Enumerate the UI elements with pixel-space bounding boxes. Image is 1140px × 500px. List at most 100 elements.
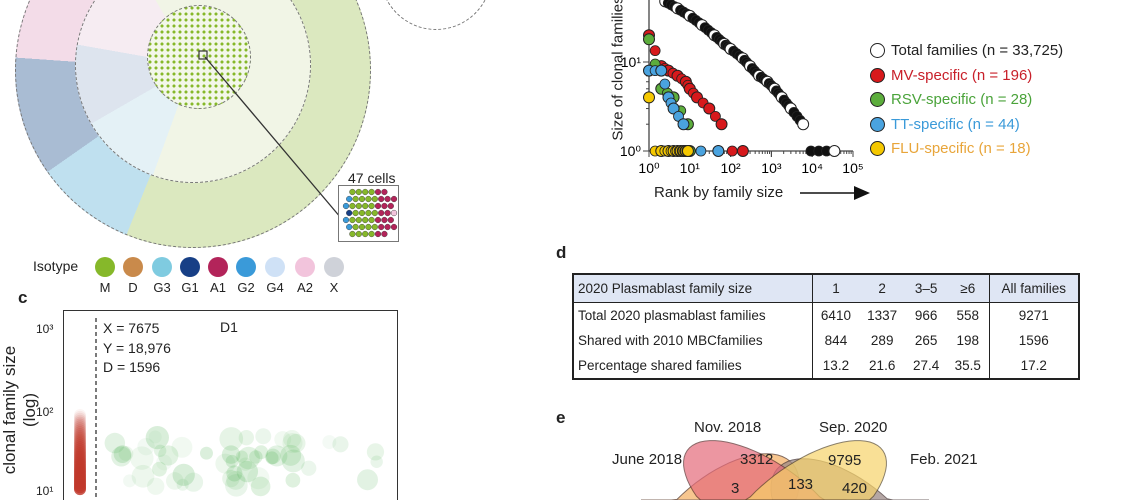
family-point	[301, 460, 317, 476]
data-point	[797, 118, 810, 131]
family-point	[74, 418, 86, 431]
stat-y: Y = 18,976	[103, 339, 171, 356]
x-tick-label: 10¹	[680, 160, 701, 176]
family-point	[145, 425, 169, 450]
x-tick-label: 10⁵	[842, 160, 863, 176]
data-point	[643, 33, 655, 46]
family-point	[74, 410, 86, 423]
venn-count: 3312	[740, 451, 774, 468]
cell-dot	[362, 188, 369, 196]
family-point	[281, 449, 305, 473]
isotype-swatch-d	[123, 257, 143, 277]
family-point	[255, 428, 272, 445]
family-point	[221, 445, 241, 464]
cell-dot	[374, 216, 382, 224]
isotype-label: G2	[237, 280, 255, 295]
table-row: Total 2020 plasmablast families 6410 133…	[573, 302, 1079, 328]
cell-dot	[358, 209, 366, 217]
panel-c-ylabel: clonal family size (log)	[0, 345, 39, 475]
family-point	[74, 426, 86, 439]
header-cell: All families	[988, 274, 1079, 303]
panel-c-plot	[63, 310, 398, 500]
cell-dot	[352, 195, 359, 203]
x-tick-label: 10⁰	[638, 160, 660, 176]
data-point	[655, 64, 668, 77]
ytick-10: 10¹	[36, 484, 54, 498]
family-point	[147, 477, 165, 495]
stat-d: D = 1596	[103, 359, 161, 375]
family-point	[152, 461, 167, 477]
cell-dot	[352, 209, 359, 217]
cell-dot	[365, 209, 372, 217]
table-cell: 9271	[988, 302, 1079, 328]
cell-dot	[384, 209, 391, 217]
cell-dot	[381, 188, 388, 196]
data-point	[703, 102, 716, 115]
cell-dot	[374, 230, 382, 238]
isotype-swatch-x	[324, 257, 344, 277]
family-point	[235, 450, 248, 463]
cell-dot	[346, 223, 353, 231]
legend-label: Total families (n = 33,725)	[891, 42, 1064, 59]
table-cell: 1337	[867, 308, 898, 323]
rank-plot: 10⁰ 10¹ 10² 10³ 10⁴ 10⁵ 10⁰ 10¹	[620, 0, 870, 200]
selected-family-marker	[198, 50, 208, 60]
panel-c-title: D1	[220, 319, 238, 335]
family-point	[156, 454, 172, 471]
family-point	[158, 445, 179, 466]
cell-dot	[355, 188, 362, 196]
isotype-label: A2	[297, 280, 313, 295]
cell-dot	[342, 202, 350, 210]
family-point	[226, 470, 246, 490]
family-point	[74, 412, 86, 425]
ytick-100: 10²	[36, 405, 54, 419]
family-point	[254, 445, 269, 460]
ytick-1000: 10³	[36, 322, 54, 336]
cell-dot	[384, 223, 391, 231]
family-point	[74, 441, 86, 454]
data-point	[677, 118, 690, 131]
data-point	[667, 102, 680, 115]
family-point	[74, 435, 86, 448]
header-cell: ≥6	[946, 274, 990, 303]
family-point	[183, 472, 204, 492]
inset-label: 47 cells	[348, 170, 396, 186]
isotype-label: G3	[153, 280, 171, 295]
cell-dot	[358, 223, 366, 231]
family-point	[285, 472, 301, 488]
table-cell: 265	[914, 333, 938, 348]
table-row: Percentage shared families 13.2 21.6 27.…	[573, 353, 1079, 379]
header-cell: 1	[812, 274, 860, 303]
family-point	[225, 454, 239, 468]
x-tick-label: 10³	[761, 160, 782, 176]
family-point	[280, 444, 302, 466]
x-arrowhead	[854, 186, 870, 200]
cell-dot	[381, 216, 388, 224]
isotype-swatch-g4	[265, 257, 285, 277]
legend-label: MV-specific (n = 196)	[891, 66, 1033, 84]
isotype-label: G1	[181, 280, 199, 295]
legend-item: MV-specific (n = 196)	[870, 67, 1032, 84]
data-point	[681, 145, 694, 157]
data-point	[659, 78, 671, 90]
family-point	[250, 476, 271, 497]
cell-dot	[390, 223, 398, 231]
cell-dot	[368, 188, 375, 196]
header-cell: 2020 Plasmablast family size	[573, 274, 813, 303]
data-point	[736, 145, 749, 157]
cell-dot	[365, 223, 372, 231]
data-point	[715, 118, 728, 131]
legend-label: FLU-specific (n = 18)	[891, 140, 1031, 157]
family-point	[226, 465, 243, 482]
family-point	[118, 446, 134, 461]
family-point	[171, 436, 193, 458]
isotype-swatch-g3	[152, 257, 172, 277]
cell-dot	[349, 188, 356, 196]
cell-dot	[390, 195, 398, 203]
table-cell: 21.6	[869, 358, 896, 373]
venn-label-feb-2021: Feb. 2021	[910, 451, 978, 468]
table-cell: 6410	[820, 308, 851, 323]
cell-dot	[378, 223, 385, 231]
family-point	[74, 431, 86, 444]
family-point	[104, 432, 126, 454]
